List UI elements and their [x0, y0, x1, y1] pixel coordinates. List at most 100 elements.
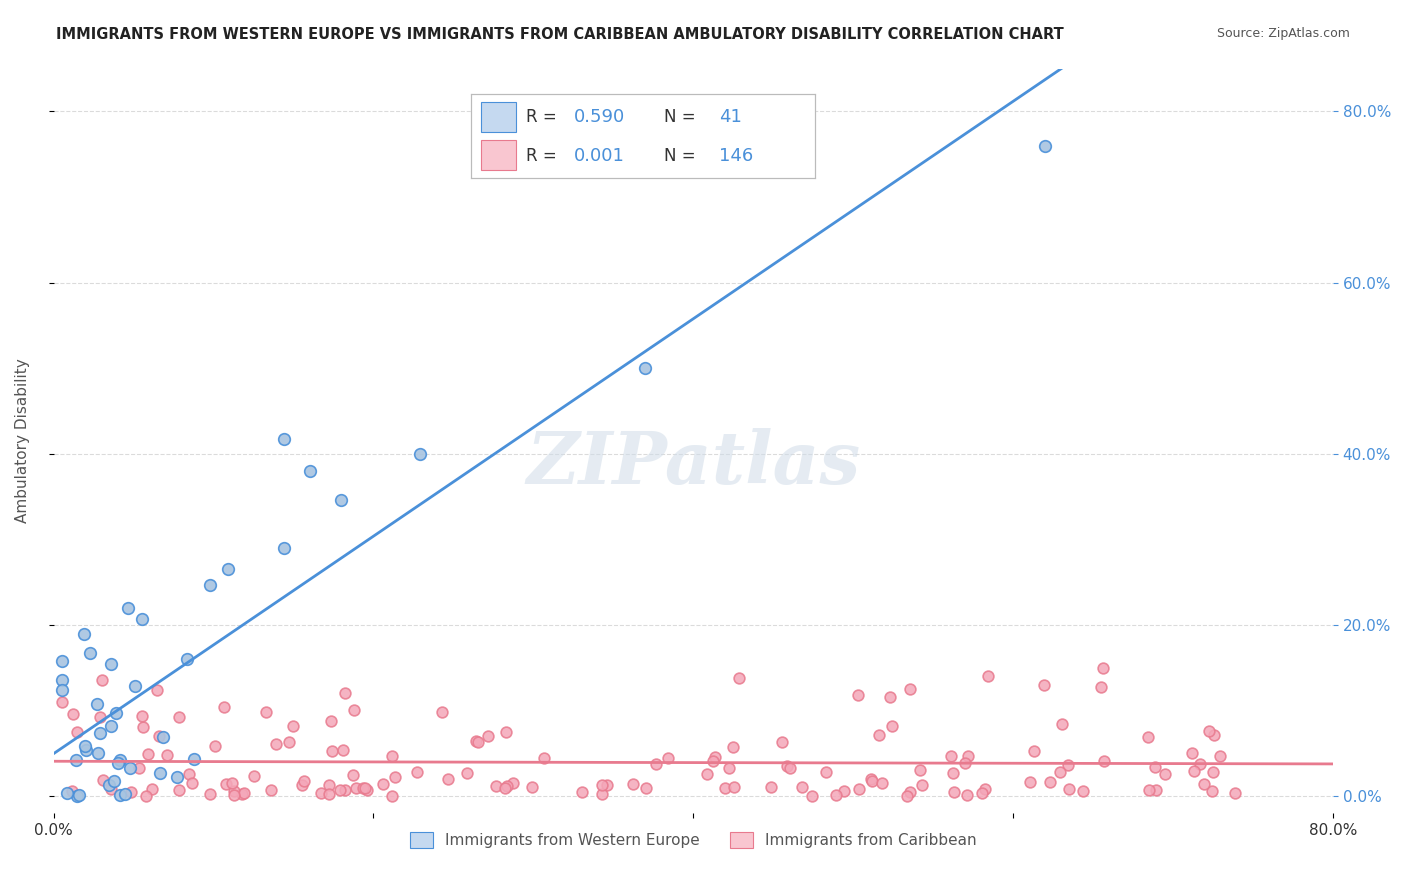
Immigrants from Western Europe	[124, 679, 146, 693]
Immigrants from Caribbean	[1092, 754, 1115, 768]
Immigrants from Caribbean	[879, 690, 901, 704]
Immigrants from Caribbean	[342, 768, 364, 782]
Text: R =: R =	[526, 109, 562, 127]
Text: 41: 41	[718, 109, 742, 127]
Legend: Immigrants from Western Europe, Immigrants from Caribbean: Immigrants from Western Europe, Immigran…	[404, 826, 983, 854]
Immigrants from Western Europe	[1033, 138, 1056, 153]
Immigrants from Western Europe	[299, 463, 322, 477]
Text: R =: R =	[526, 146, 562, 164]
Immigrants from Caribbean	[381, 789, 404, 803]
Immigrants from Caribbean	[1057, 782, 1080, 797]
Immigrants from Caribbean	[1071, 784, 1094, 798]
Text: Source: ZipAtlas.com: Source: ZipAtlas.com	[1216, 27, 1350, 40]
Immigrants from Caribbean	[1056, 758, 1078, 772]
Immigrants from Caribbean	[333, 686, 356, 700]
Immigrants from Caribbean	[1153, 767, 1175, 781]
Immigrants from Caribbean	[380, 748, 402, 763]
Bar	[481, 103, 516, 132]
Immigrants from Caribbean	[145, 682, 167, 697]
Immigrants from Caribbean	[717, 760, 740, 774]
Immigrants from Caribbean	[356, 782, 378, 797]
Immigrants from Caribbean	[156, 748, 179, 763]
Immigrants from Caribbean	[974, 782, 997, 797]
Immigrants from Caribbean	[1050, 716, 1073, 731]
Immigrants from Caribbean	[260, 783, 283, 797]
Immigrants from Caribbean	[703, 750, 725, 764]
Immigrants from Caribbean	[723, 739, 745, 754]
Immigrants from Caribbean	[770, 735, 793, 749]
Immigrants from Caribbean	[728, 671, 751, 685]
Immigrants from Western Europe	[104, 706, 127, 720]
Immigrants from Western Europe	[67, 789, 90, 803]
Immigrants from Western Europe	[56, 786, 79, 800]
Y-axis label: Ambulatory Disability: Ambulatory Disability	[15, 359, 30, 524]
Immigrants from Caribbean	[318, 778, 340, 792]
Immigrants from Western Europe	[51, 654, 73, 668]
Immigrants from Caribbean	[848, 782, 870, 797]
Immigrants from Caribbean	[1049, 764, 1071, 779]
Immigrants from Caribbean	[148, 729, 170, 743]
Immigrants from Caribbean	[911, 778, 934, 792]
Immigrants from Caribbean	[319, 714, 342, 728]
Immigrants from Caribbean	[977, 669, 1000, 683]
Immigrants from Caribbean	[135, 789, 157, 803]
Immigrants from Western Europe	[100, 719, 122, 733]
Immigrants from Caribbean	[776, 759, 799, 773]
Immigrants from Caribbean	[792, 780, 814, 794]
Immigrants from Caribbean	[868, 728, 890, 742]
Immigrants from Caribbean	[89, 710, 111, 724]
Immigrants from Caribbean	[496, 779, 519, 793]
Immigrants from Western Europe	[217, 562, 239, 576]
Immigrants from Western Europe	[98, 778, 121, 792]
Immigrants from Caribbean	[321, 744, 343, 758]
Immigrants from Western Europe	[198, 578, 221, 592]
Immigrants from Caribbean	[1188, 756, 1211, 771]
Immigrants from Caribbean	[1202, 728, 1225, 742]
Immigrants from Caribbean	[464, 733, 486, 747]
Immigrants from Western Europe	[273, 433, 295, 447]
Immigrants from Caribbean	[90, 673, 112, 687]
Immigrants from Western Europe	[273, 541, 295, 556]
Immigrants from Western Europe	[110, 754, 132, 768]
Immigrants from Western Europe	[89, 726, 111, 740]
Immigrants from Caribbean	[292, 773, 315, 788]
Immigrants from Caribbean	[1223, 786, 1246, 800]
Immigrants from Caribbean	[636, 780, 658, 795]
Immigrants from Caribbean	[943, 784, 966, 798]
Immigrants from Caribbean	[167, 783, 190, 797]
Immigrants from Caribbean	[800, 789, 823, 803]
Immigrants from Caribbean	[713, 780, 735, 795]
Immigrants from Caribbean	[591, 787, 613, 801]
Immigrants from Caribbean	[596, 778, 619, 792]
Immigrants from Western Europe	[86, 697, 108, 711]
Immigrants from Caribbean	[212, 700, 235, 714]
Immigrants from Western Europe	[107, 756, 129, 770]
Immigrants from Western Europe	[103, 773, 125, 788]
Immigrants from Caribbean	[898, 785, 921, 799]
Text: N =: N =	[664, 109, 700, 127]
Immigrants from Caribbean	[254, 705, 277, 719]
Text: 0.590: 0.590	[575, 109, 626, 127]
Immigrants from Caribbean	[264, 737, 287, 751]
Immigrants from Western Europe	[87, 746, 110, 760]
Immigrants from Caribbean	[1209, 748, 1232, 763]
Immigrants from Caribbean	[93, 773, 115, 788]
Immigrants from Caribbean	[128, 761, 150, 775]
Immigrants from Caribbean	[814, 764, 837, 779]
Immigrants from Caribbean	[621, 777, 644, 791]
Immigrants from Caribbean	[353, 780, 375, 795]
Immigrants from Caribbean	[352, 781, 374, 796]
Immigrants from Caribbean	[343, 703, 366, 717]
Immigrants from Caribbean	[779, 761, 801, 775]
Immigrants from Western Europe	[152, 730, 174, 744]
Immigrants from Caribbean	[131, 709, 153, 723]
Immigrants from Caribbean	[1038, 774, 1060, 789]
Immigrants from Caribbean	[371, 777, 394, 791]
Immigrants from Caribbean	[860, 773, 883, 788]
Text: IMMIGRANTS FROM WESTERN EUROPE VS IMMIGRANTS FROM CARIBBEAN AMBULATORY DISABILIT: IMMIGRANTS FROM WESTERN EUROPE VS IMMIGR…	[56, 27, 1064, 42]
Immigrants from Caribbean	[215, 777, 238, 791]
Immigrants from Caribbean	[60, 784, 83, 798]
Immigrants from Caribbean	[1144, 783, 1167, 797]
Immigrants from Caribbean	[1192, 777, 1215, 791]
Immigrants from Caribbean	[870, 776, 893, 790]
